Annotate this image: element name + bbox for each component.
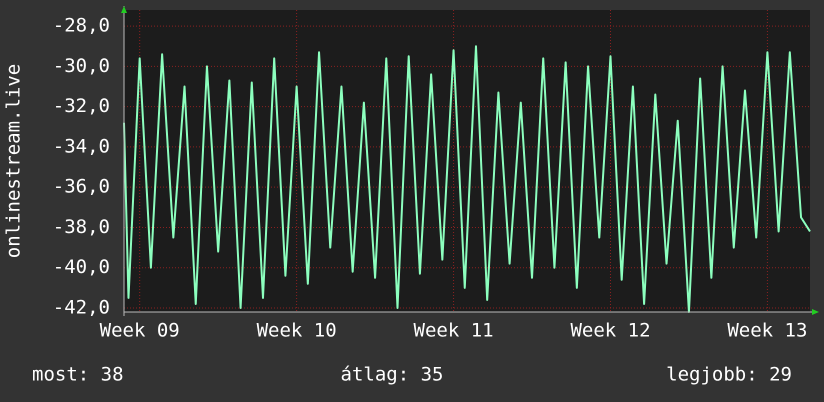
y-tick-label: -34,0 <box>53 135 110 157</box>
x-tick-label: Week 09 <box>100 320 180 342</box>
y-tick-label: -28,0 <box>53 15 110 37</box>
series <box>123 45 811 313</box>
stat-current: most: 38 <box>32 364 124 386</box>
x-tick-label: Week 12 <box>570 320 650 342</box>
stat-best: legjobb: 29 <box>666 364 792 386</box>
y-tick-label: -36,0 <box>53 176 110 198</box>
grid <box>124 10 810 312</box>
x-axis-arrow <box>812 309 819 315</box>
y-tick-label: -32,0 <box>53 95 110 117</box>
stat-average: átlag: 35 <box>341 364 444 386</box>
y-axis-arrow <box>121 6 127 13</box>
y-tick-label: -30,0 <box>53 55 110 77</box>
y-tick-label: -42,0 <box>53 296 110 318</box>
y-tick-label: -40,0 <box>53 256 110 278</box>
plot-area <box>124 10 810 312</box>
series-line <box>123 45 811 313</box>
y-tick-label: -38,0 <box>53 216 110 238</box>
x-tick-label: Week 11 <box>414 320 494 342</box>
y-axis-label: onlinestream.live <box>3 64 25 258</box>
x-tick-label: Week 10 <box>257 320 337 342</box>
x-tick-label: Week 13 <box>727 320 807 342</box>
